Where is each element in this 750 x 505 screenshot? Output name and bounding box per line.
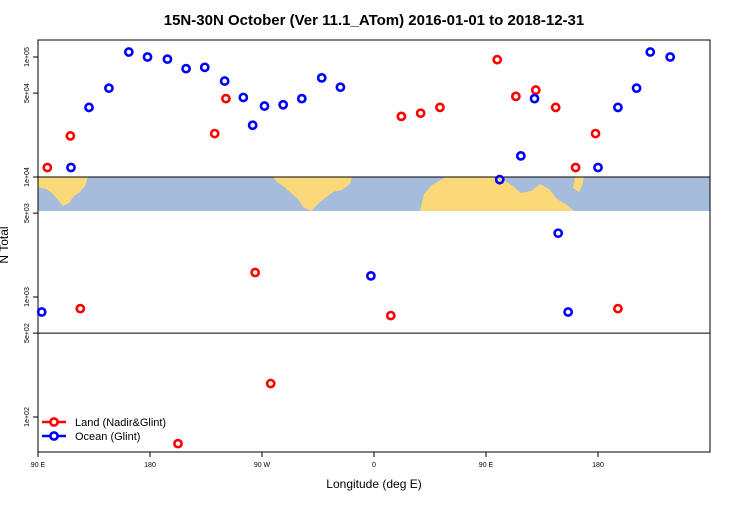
legend-marker [49,431,59,441]
land-americas [273,177,352,211]
y-tick-label: 1e+04 [24,167,31,187]
ocean-point [529,93,540,104]
legend-label: Land (Nadir&Glint) [75,417,166,429]
ocean-point [665,52,676,62]
world-map-strip [38,177,710,211]
land-point [435,102,445,113]
land-point [415,108,426,119]
land-point [75,303,86,314]
land-point [510,91,521,102]
ocean-point [515,150,526,161]
y-tick-label: 5e+03 [24,203,31,223]
land-point [570,162,581,173]
ocean-point [593,162,603,173]
ocean-point [199,62,210,73]
data-points [36,47,676,449]
land-point [492,54,503,65]
x-tick-label: 90 E [31,462,46,469]
ocean-point [335,82,346,93]
ocean-point [278,99,289,110]
ocean-point [365,270,376,281]
ocean-point [142,52,153,62]
y-tick-label: 1e+03 [24,287,31,307]
land-point [250,267,261,278]
land-point [65,131,76,141]
land-point [209,128,220,139]
x-tick-label: 90 E [479,462,494,469]
ocean-band [38,177,710,211]
x-tick-label: 0 [372,462,376,469]
y-tick-label: 1e+05 [24,47,31,67]
reference-lines [38,176,710,334]
ocean-point [645,47,656,57]
land-point [221,93,231,104]
legend-label: Ocean (Glint) [75,431,140,443]
ocean-point [66,162,76,173]
ocean-point [613,102,623,113]
ocean-point [84,102,94,113]
land-asia-east [573,177,584,192]
x-tick-label: 180 [592,462,604,469]
land-point [385,310,396,321]
land-africa-arabia [420,177,574,211]
ocean-point [162,54,173,65]
y-axis-label: N Total [0,226,11,263]
land-point [613,303,623,314]
ocean-point [36,307,47,317]
y-tick-label: 5e+02 [24,323,31,343]
ocean-point [296,93,307,104]
ocean-point [553,228,564,239]
land-point [590,128,601,139]
ocean-point [259,101,270,111]
ocean-point [316,72,327,83]
x-tick-label: 90 W [254,462,271,469]
ocean-point [219,76,230,86]
chart-title: 15N-30N October (Ver 11.1_ATom) 2016-01-… [164,12,584,29]
land-point [550,102,561,113]
land-point [530,85,541,95]
ocean-point [123,47,134,57]
x-axis: 90 E 180 90 W 0 90 E 180 [31,452,604,469]
legend-marker [49,417,59,427]
ocean-point [247,120,258,131]
land-point [173,438,183,449]
x-axis-label: Longitude (deg E) [326,477,421,491]
y-tick-label: 1e+02 [24,407,31,427]
land-asia-west [38,177,88,206]
y-axis: 1e+02 5e+02 1e+03 5e+03 1e+04 5e+04 1e+05 [24,47,38,427]
ocean-point [631,83,642,94]
y-tick-label: 5e+04 [24,83,31,103]
land-point [265,378,276,389]
ocean-point [181,63,191,74]
ocean-point [563,307,574,317]
land-point [396,111,407,122]
ocean-point [104,83,114,94]
ocean-point [238,92,249,103]
ocean-point [494,174,505,185]
x-tick-label: 180 [144,462,156,469]
legend: Land (Nadir&Glint) Ocean (Glint) [42,417,166,443]
land-point [42,162,53,173]
